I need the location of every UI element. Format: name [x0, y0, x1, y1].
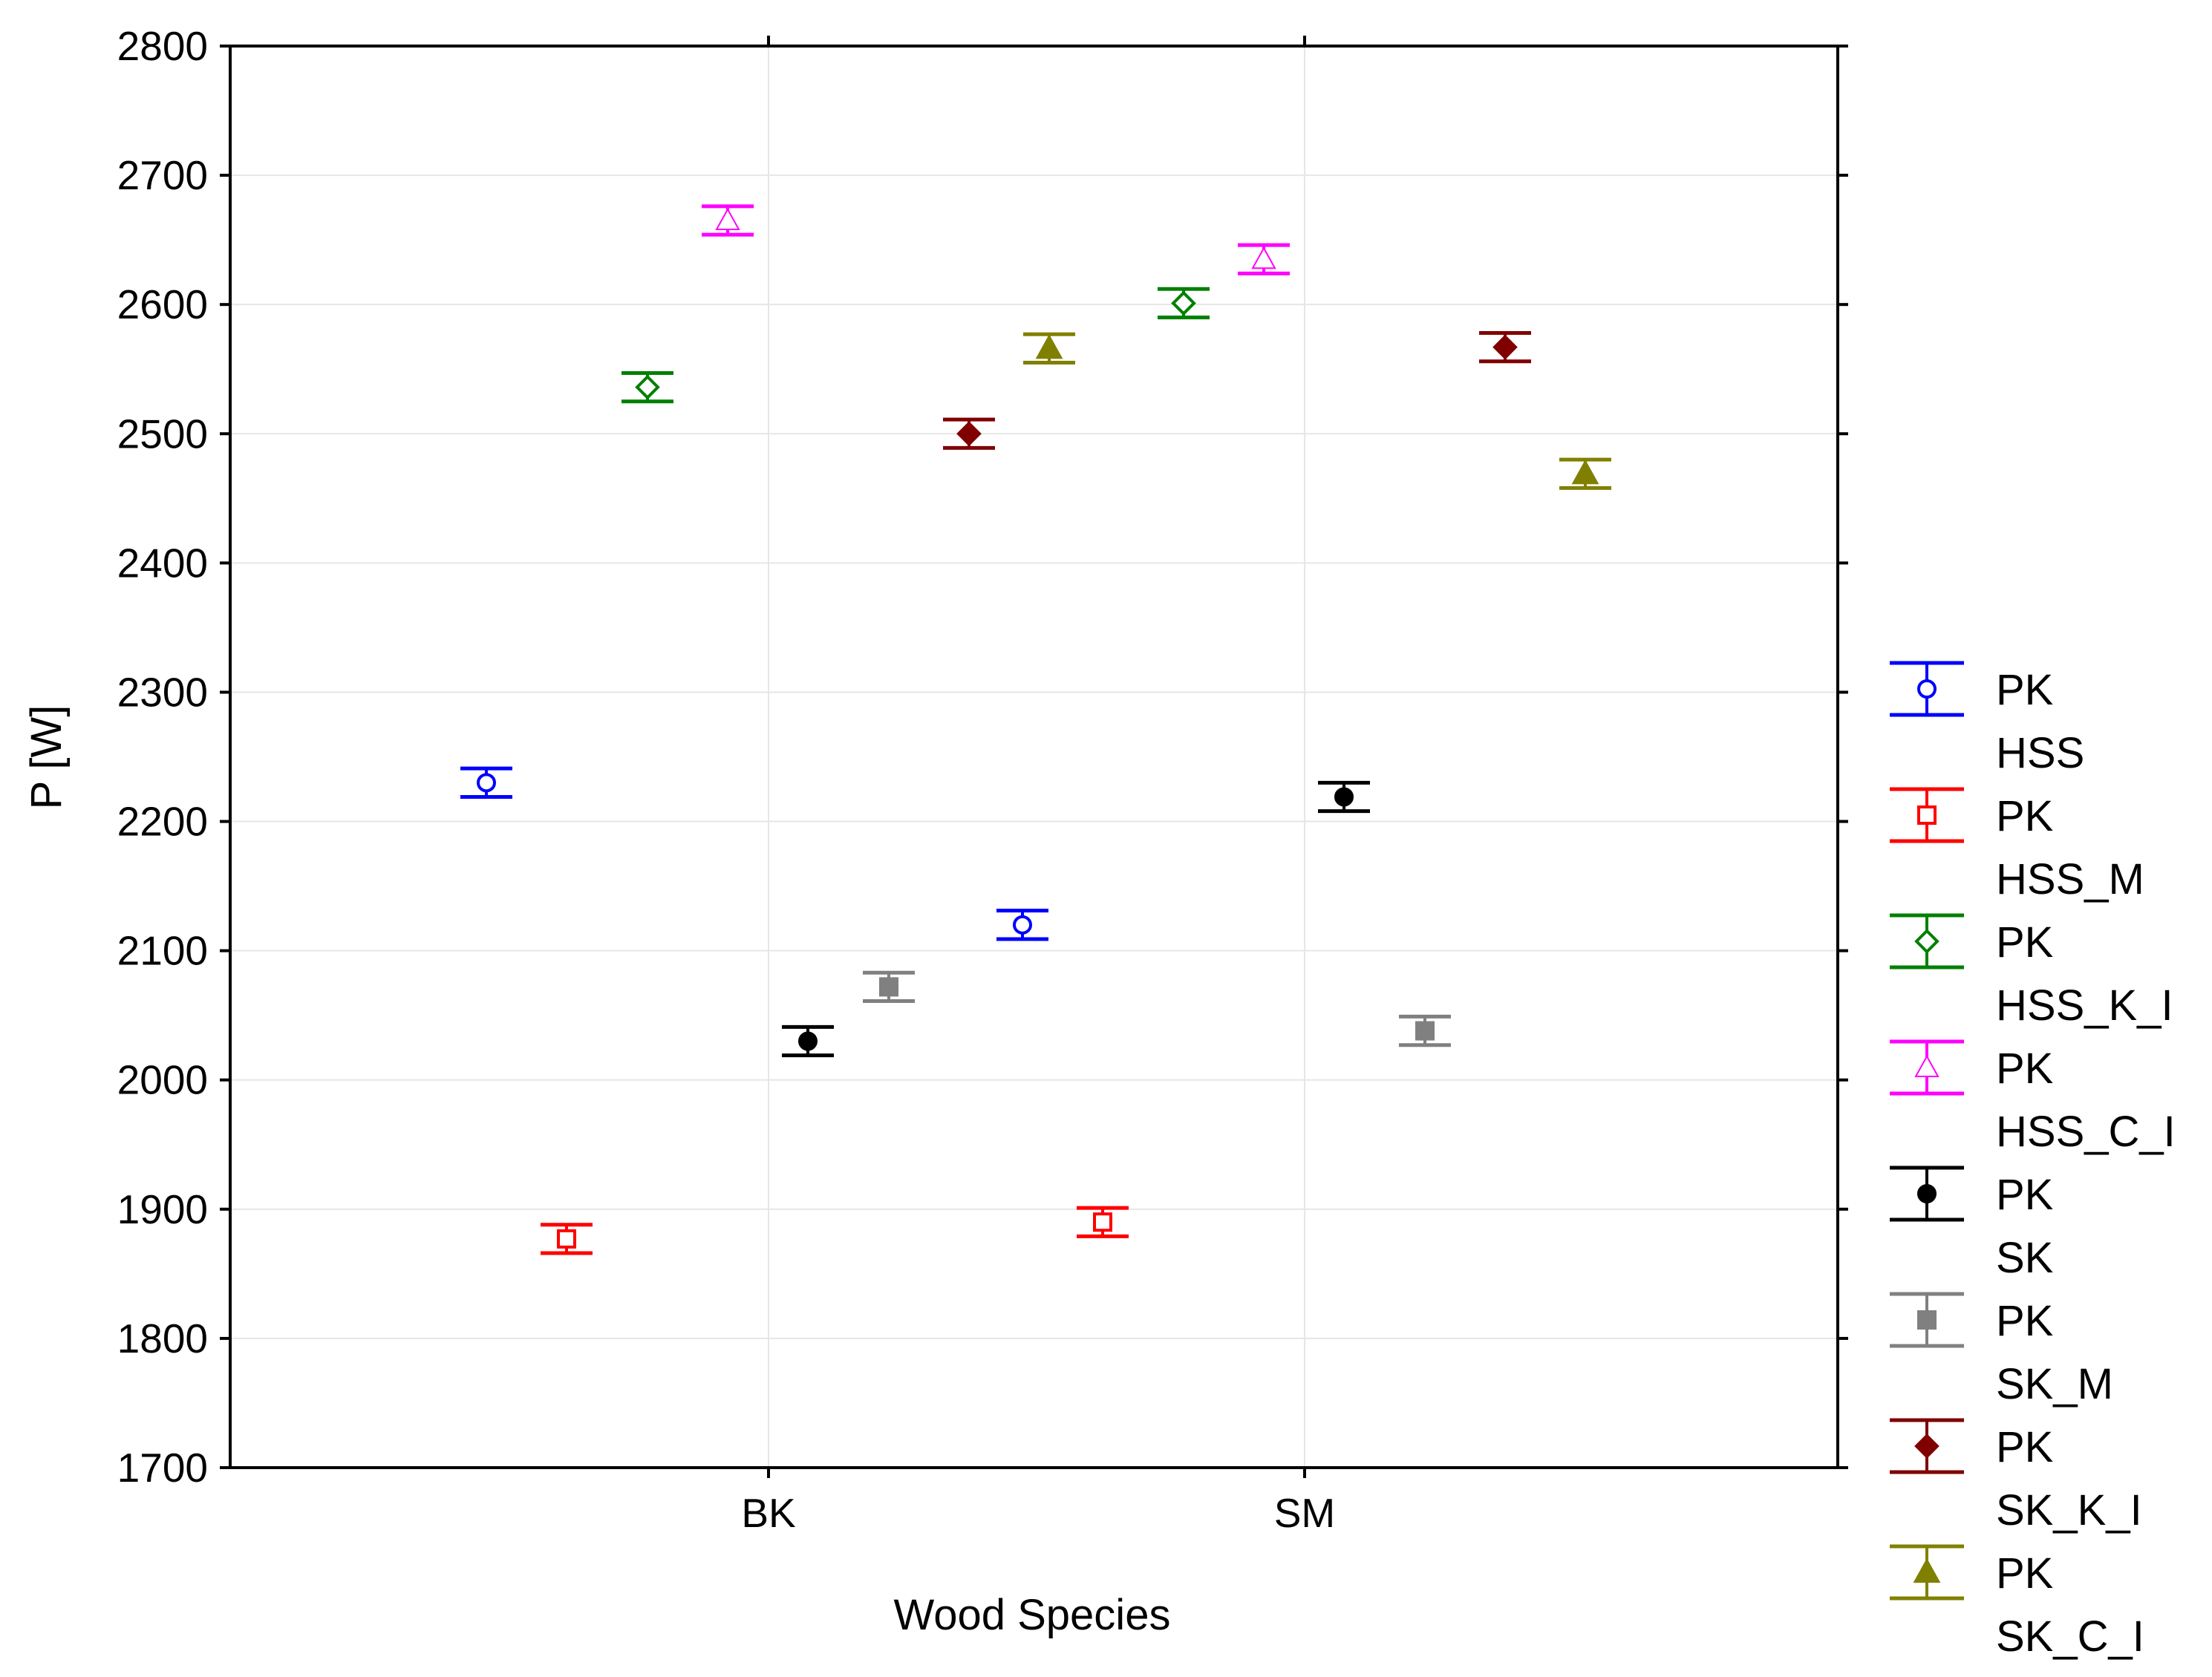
- y-tick-label: 2400: [117, 540, 208, 586]
- marker: [1571, 460, 1599, 485]
- marker: [1917, 805, 1937, 825]
- x-tick-label: BK: [741, 1490, 796, 1536]
- legend-label-line2: HSS: [1996, 729, 2084, 777]
- data-point: [1238, 243, 1290, 275]
- series-pk-hss_c_i: [702, 204, 1290, 275]
- data-point: [943, 417, 995, 450]
- legend-label-line1: PK: [1996, 918, 2054, 967]
- marker: [1492, 334, 1518, 360]
- legend-item: PK HSS: [1890, 661, 2084, 777]
- data-point: [702, 204, 754, 237]
- y-tick-label: 1700: [117, 1445, 208, 1491]
- series-pk-hss_m: [541, 1206, 1129, 1255]
- data-point: [621, 370, 673, 404]
- legend-label-line2: SK: [1996, 1234, 2054, 1282]
- series-pk-sk_c_i: [1023, 332, 1611, 490]
- marker: [1334, 787, 1354, 807]
- marker: [1917, 1310, 1937, 1330]
- legend-label-line1: PK: [1996, 1045, 2054, 1093]
- legend: PK HSS PK HSS_M PK HSS_K_I PK HSS_C_I PK SK PK SK_M…: [1890, 661, 2176, 1661]
- series-pk-sk: [782, 780, 1370, 1058]
- marker: [1917, 679, 1937, 699]
- data-point: [1318, 780, 1370, 814]
- data-series: [460, 204, 1611, 1255]
- legend-label-line2: SK_M: [1996, 1360, 2113, 1408]
- data-point: [1479, 330, 1531, 364]
- marker: [956, 421, 982, 447]
- y-tick-label: 1800: [117, 1315, 208, 1361]
- marker: [1913, 1557, 1941, 1583]
- legend-label-line1: PK: [1996, 1423, 2054, 1471]
- y-tick-label: 2200: [117, 799, 208, 845]
- x-tick-label: SM: [1274, 1490, 1336, 1536]
- data-point: [996, 909, 1048, 941]
- legend-item: PK SK_C_I: [1890, 1544, 2144, 1661]
- marker: [1251, 246, 1276, 269]
- y-tick-label: 2700: [117, 152, 208, 198]
- marker: [1914, 929, 1939, 954]
- data-point: [1077, 1206, 1129, 1238]
- x-axis: BK SM: [741, 36, 1335, 1536]
- data-point: [863, 970, 915, 1004]
- y-axis: 1700 1800 1900 2000 2100 2200 2300 2400 2500 2600…: [117, 23, 1848, 1491]
- legend-item: PK SK_K_I: [1890, 1418, 2142, 1534]
- legend-label-line1: PK: [1996, 1171, 2054, 1219]
- data-point: [541, 1223, 593, 1255]
- legend-label-line2: SK_K_I: [1996, 1486, 2142, 1534]
- data-point: [1158, 287, 1210, 320]
- legend-item: PK HSS_C_I: [1890, 1039, 2176, 1156]
- y-tick-label: 2600: [117, 281, 208, 327]
- y-tick-label: 2000: [117, 1057, 208, 1103]
- marker: [1415, 1021, 1435, 1041]
- legend-label-line1: PK: [1996, 1297, 2054, 1345]
- legend-item: PK HSS_M: [1890, 787, 2144, 903]
- data-point: [1559, 457, 1611, 490]
- y-axis-title: P [W]: [22, 705, 71, 810]
- y-tick-label: 2800: [117, 23, 208, 69]
- marker: [715, 207, 740, 231]
- marker: [557, 1229, 576, 1249]
- data-point: [782, 1024, 834, 1058]
- legend-label-line2: HSS_C_I: [1996, 1108, 2176, 1156]
- marker: [1917, 1184, 1937, 1203]
- marker: [1093, 1212, 1112, 1232]
- legend-label-line2: SK_C_I: [1996, 1612, 2144, 1661]
- series-pk-hss_k_i: [621, 287, 1210, 404]
- marker: [879, 977, 898, 997]
- marker: [1914, 1054, 1939, 1077]
- y-tick-label: 2500: [117, 411, 208, 457]
- marker: [1013, 915, 1032, 935]
- legend-item: PK HSS_K_I: [1890, 913, 2173, 1030]
- marker: [798, 1031, 818, 1051]
- legend-label-line1: PK: [1996, 792, 2054, 840]
- legend-label-line1: PK: [1996, 1549, 2054, 1598]
- legend-label-line1: PK: [1996, 666, 2054, 714]
- series-pk-hss: [460, 766, 1048, 941]
- marker: [1914, 1434, 1939, 1459]
- marker: [1035, 334, 1063, 359]
- marker: [477, 773, 496, 793]
- legend-item: PK SK_M: [1890, 1292, 2113, 1408]
- data-point: [1023, 332, 1075, 365]
- legend-item: PK SK: [1890, 1166, 2054, 1282]
- plot-area-frame: [229, 45, 1839, 1469]
- y-tick-label: 2100: [117, 928, 208, 974]
- y-tick-label: 1900: [117, 1186, 208, 1232]
- grid-lines: [230, 46, 1838, 1468]
- legend-label-line2: HSS_K_I: [1996, 981, 2173, 1030]
- data-point: [1399, 1014, 1451, 1047]
- marker: [1171, 290, 1196, 316]
- x-axis-title: Wood Species: [894, 1591, 1171, 1639]
- data-point: [460, 766, 512, 799]
- y-tick-label: 2300: [117, 669, 208, 715]
- series-pk-sk_m: [863, 970, 1451, 1047]
- legend-label-line2: HSS_M: [1996, 855, 2144, 903]
- series-pk-sk_k_i: [943, 330, 1531, 450]
- marker: [635, 374, 660, 400]
